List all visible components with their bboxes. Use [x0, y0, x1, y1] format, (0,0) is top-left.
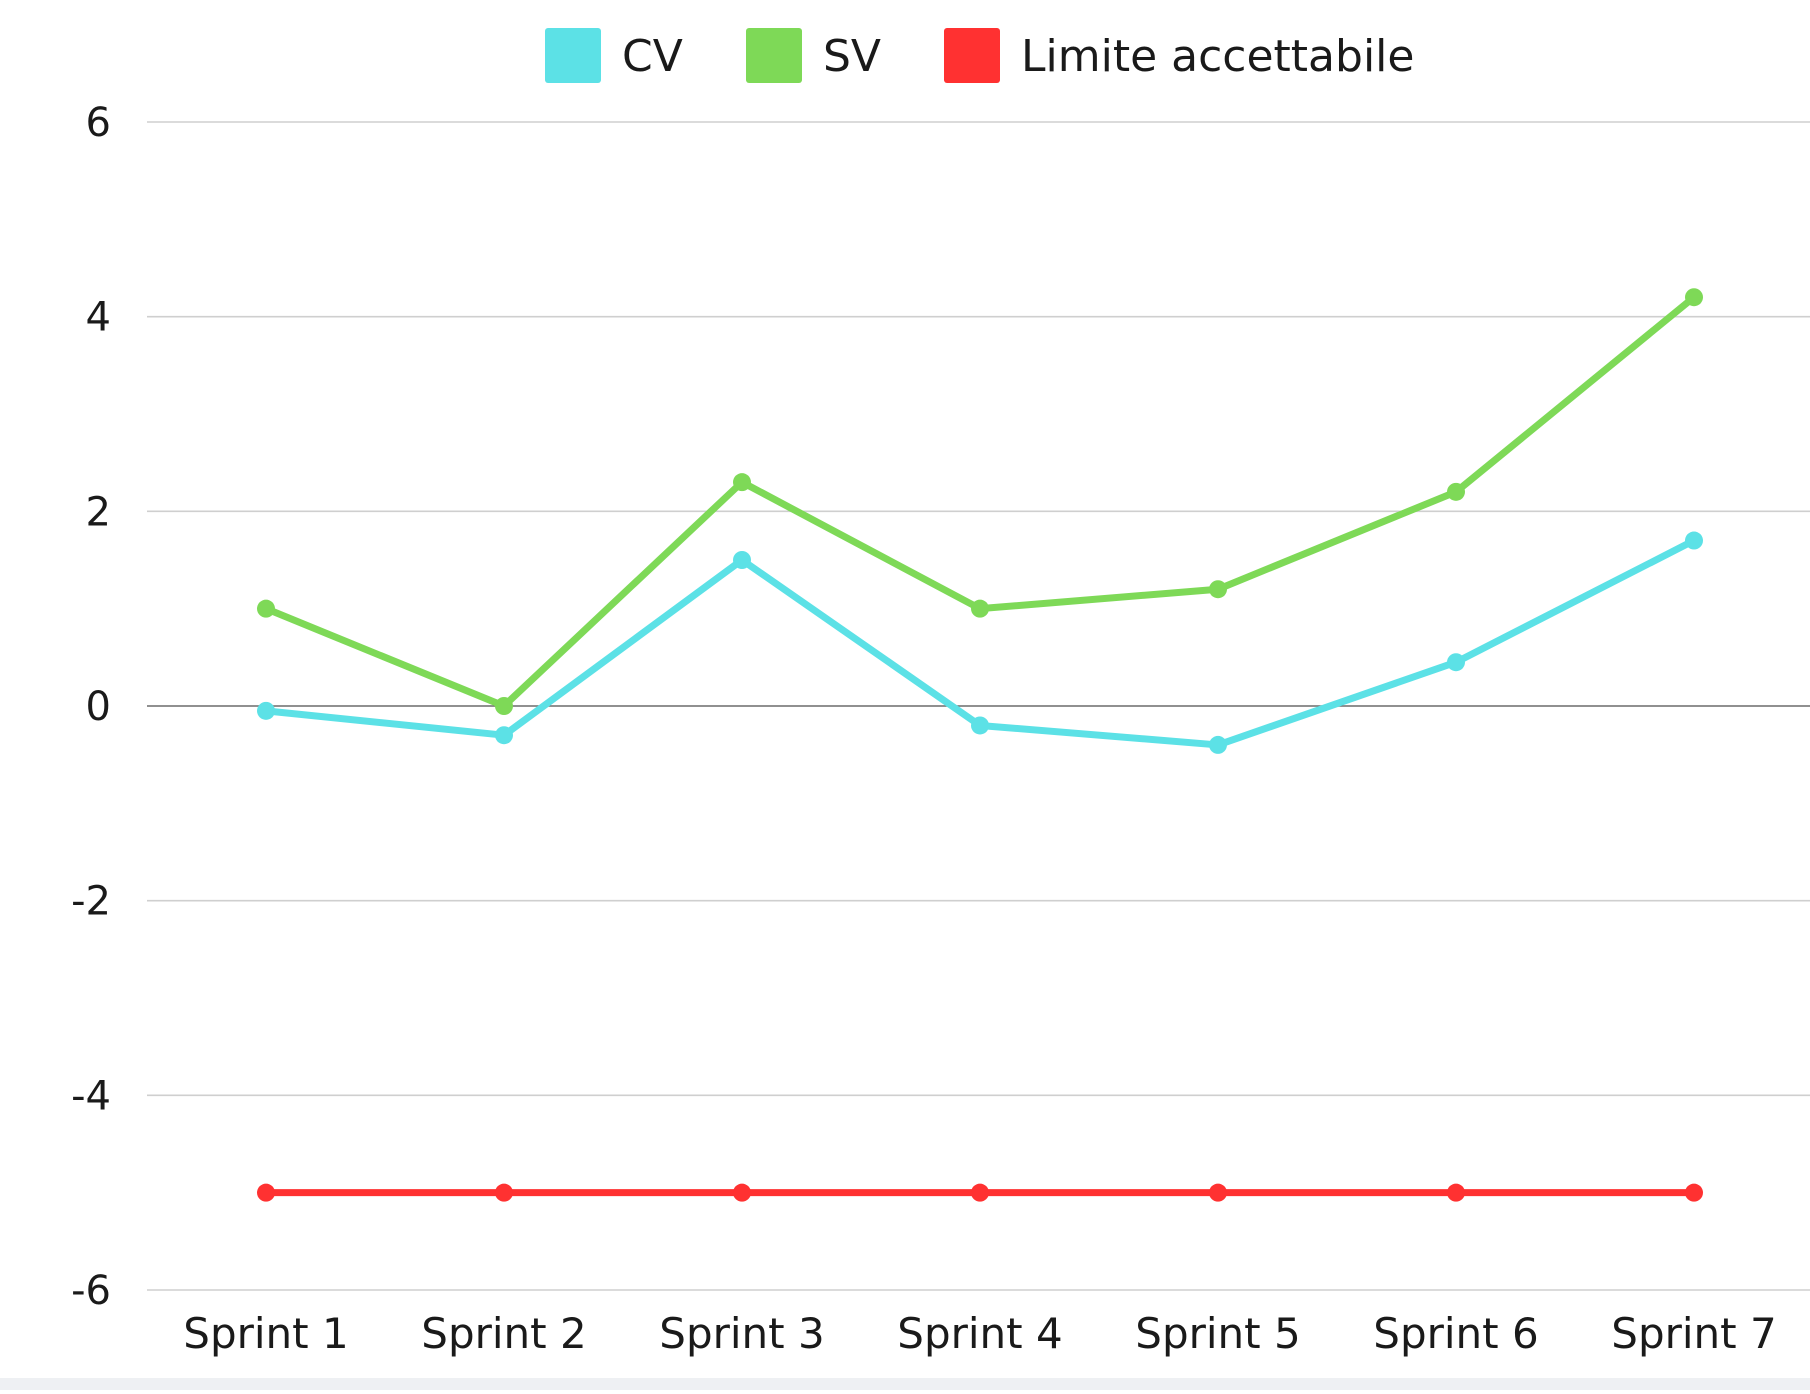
data-point[interactable]	[733, 551, 751, 569]
data-point[interactable]	[257, 701, 275, 720]
data-point[interactable]	[971, 1183, 989, 1202]
data-point[interactable]	[1685, 531, 1703, 550]
data-point[interactable]	[1447, 1183, 1465, 1202]
data-point[interactable]	[1685, 288, 1703, 307]
series-layer	[257, 288, 1703, 1202]
legend-swatch	[545, 28, 601, 83]
legend-item-sv[interactable]: SV	[746, 28, 881, 83]
x-tick-label: Sprint 2	[421, 1309, 586, 1358]
legend-label: Limite accettabile	[1021, 31, 1414, 82]
legend-swatch	[746, 28, 802, 83]
x-tick-label: Sprint 7	[1611, 1309, 1776, 1358]
data-point[interactable]	[971, 599, 989, 618]
data-point[interactable]	[495, 697, 513, 715]
data-point[interactable]	[1209, 1183, 1227, 1202]
data-point[interactable]	[733, 473, 751, 492]
legend[interactable]: CV SV Limite accettabile	[545, 28, 1414, 83]
data-point[interactable]	[1209, 735, 1227, 754]
legend-label: CV	[622, 31, 683, 82]
y-tick-label: 6	[86, 100, 111, 146]
series-line-sv[interactable]	[262, 293, 1698, 710]
y-tick-label: 4	[86, 295, 111, 341]
series-line-cv[interactable]	[262, 537, 1698, 749]
x-tick-label: Sprint 5	[1135, 1309, 1300, 1358]
y-tick-label: -6	[71, 1268, 111, 1314]
data-point[interactable]	[257, 599, 275, 618]
legend-item-cv[interactable]: CV	[545, 28, 683, 83]
data-point[interactable]	[495, 726, 513, 745]
x-tick-label: Sprint 6	[1373, 1309, 1538, 1358]
x-tick-label: Sprint 3	[659, 1309, 824, 1358]
bottom-scroll-strip	[0, 1378, 1810, 1390]
data-point[interactable]	[733, 1183, 751, 1202]
legend-swatch	[944, 28, 1000, 83]
y-tick-label: -2	[71, 879, 111, 925]
data-point[interactable]	[495, 1183, 513, 1202]
data-point[interactable]	[971, 716, 989, 735]
y-axis: 6 4 2 0 -2 -4 -6	[71, 100, 111, 1314]
data-point[interactable]	[257, 1183, 275, 1202]
y-tick-label: -4	[71, 1073, 111, 1119]
legend-label: SV	[823, 31, 881, 82]
data-point[interactable]	[1685, 1183, 1703, 1202]
y-tick-label: 2	[86, 489, 111, 535]
data-point[interactable]	[1209, 580, 1227, 599]
legend-item-limite-accettabile[interactable]: Limite accettabile	[944, 28, 1414, 83]
x-tick-label: Sprint 4	[897, 1309, 1062, 1358]
data-point[interactable]	[1447, 653, 1465, 672]
y-tick-label: 0	[86, 684, 111, 730]
x-tick-label: Sprint 1	[183, 1309, 348, 1358]
grid-layer	[147, 121, 1810, 1291]
x-axis: Sprint 1 Sprint 2 Sprint 3 Sprint 4 Sprint 5…	[183, 1309, 1776, 1358]
data-point[interactable]	[1447, 482, 1465, 501]
